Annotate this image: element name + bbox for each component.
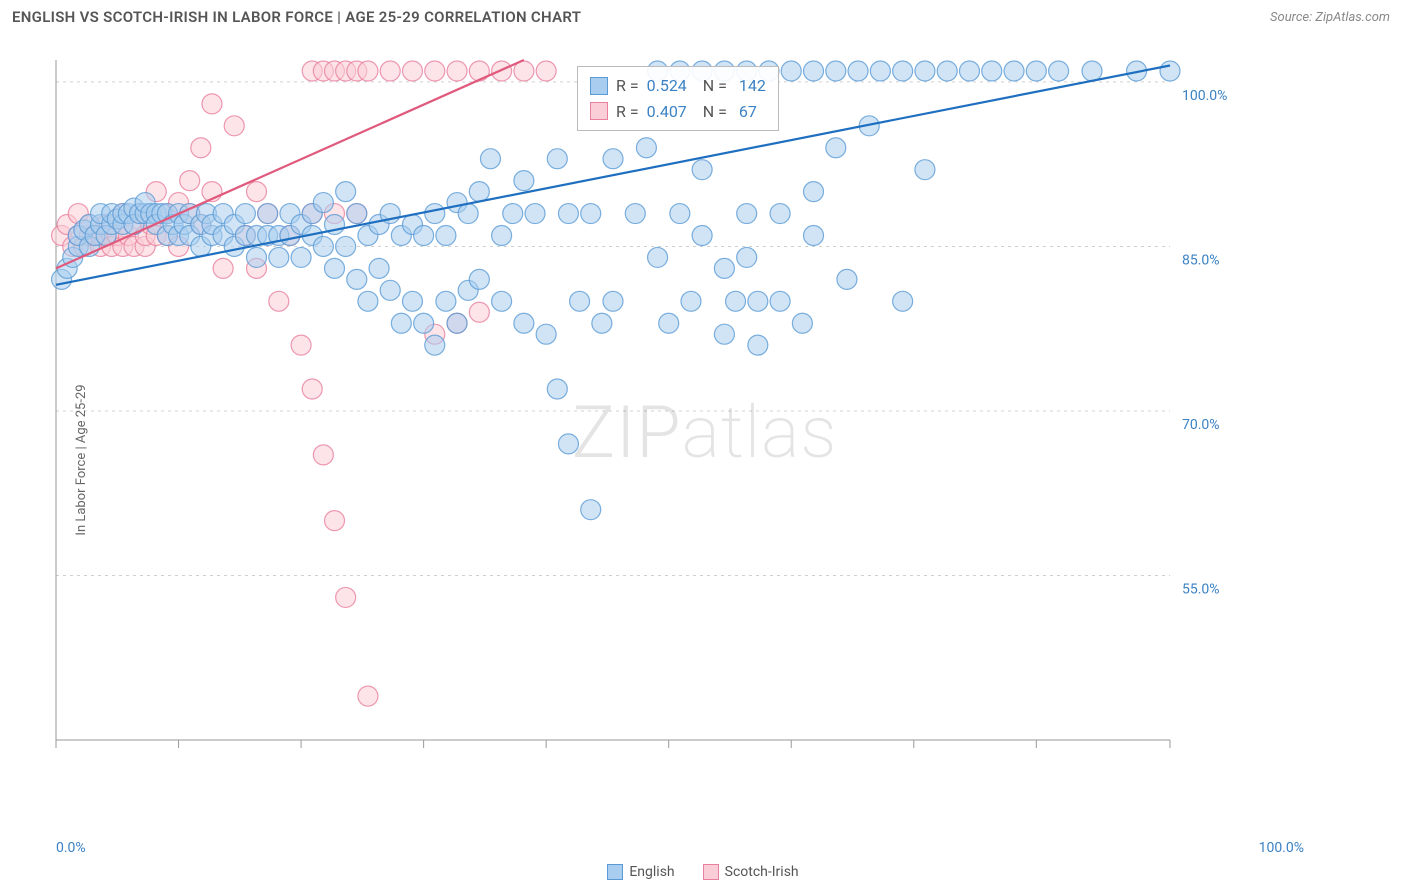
stats-legend-box: R = 0.524 N = 142 R = 0.407 N = 67 (577, 66, 779, 131)
stat-r-label: R = (616, 73, 639, 99)
svg-text:100.0%: 100.0% (1182, 88, 1227, 104)
y-axis-label: In Labor Force | Age 25-29 (74, 384, 89, 535)
x-axis-end-labels: 0.0% 100.0% (56, 840, 1304, 856)
svg-text:70.0%: 70.0% (1182, 417, 1220, 433)
stats-row: R = 0.407 N = 67 (590, 99, 766, 125)
legend-label: Scotch-Irish (725, 864, 799, 880)
legend-bottom: English Scotch-Irish (12, 864, 1394, 880)
stat-r-label: R = (616, 99, 639, 125)
legend-label: English (629, 864, 674, 880)
chart-container: In Labor Force | Age 25-29 55.0% 70.0% 85.… (12, 40, 1394, 880)
chart-header: ENGLISH VS SCOTCH-IRISH IN LABOR FORCE |… (0, 0, 1406, 34)
correlation-chart: 55.0% 70.0% 85.0% 100.0% (12, 40, 1260, 800)
legend-swatch (607, 864, 623, 880)
legend-swatch (703, 864, 719, 880)
legend-item: English (607, 864, 674, 880)
stats-row: R = 0.524 N = 142 (590, 73, 766, 99)
series-swatch (590, 102, 608, 120)
svg-text:85.0%: 85.0% (1182, 252, 1220, 268)
chart-source: Source: ZipAtlas.com (1270, 10, 1390, 25)
stat-r-value: 0.524 (647, 73, 687, 99)
svg-text:55.0%: 55.0% (1182, 581, 1220, 597)
stat-n-value: 67 (735, 99, 757, 125)
legend-item: Scotch-Irish (703, 864, 799, 880)
x-axis-min-label: 0.0% (56, 840, 86, 856)
stat-n-label: N = (695, 99, 727, 125)
series-swatch (590, 77, 608, 95)
stat-r-value: 0.407 (647, 99, 687, 125)
stat-n-label: N = (695, 73, 727, 99)
x-axis-max-label: 100.0% (1259, 840, 1304, 856)
chart-title: ENGLISH VS SCOTCH-IRISH IN LABOR FORCE |… (12, 8, 581, 26)
stat-n-value: 142 (735, 73, 766, 99)
